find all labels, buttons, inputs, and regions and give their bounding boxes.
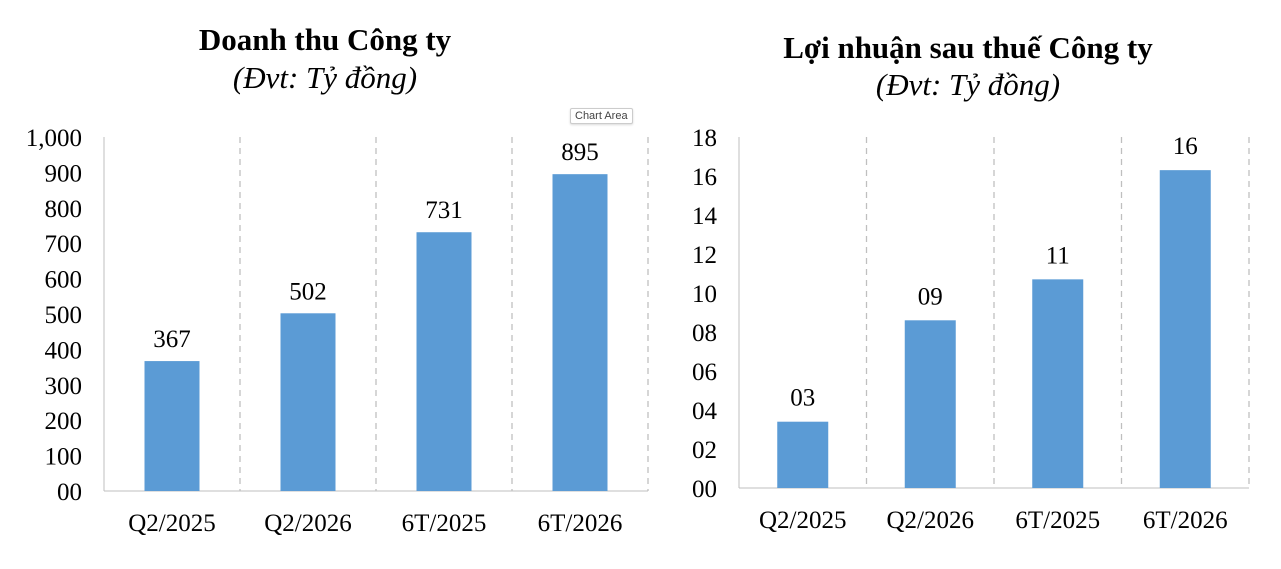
x-tick-label: 6T/2026 (1143, 507, 1228, 534)
y-tick-label: 10 (692, 281, 717, 308)
x-tick-label: 6T/2025 (402, 510, 487, 537)
chart-title: Lợi nhuận sau thuế Công ty (783, 30, 1153, 65)
bar (904, 320, 956, 488)
x-tick-label: Q2/2025 (759, 507, 847, 534)
x-tick-label: 6T/2026 (538, 510, 623, 537)
y-tick-label: 14 (692, 203, 718, 230)
y-tick-label: 06 (692, 359, 717, 386)
y-tick-label: 500 (45, 302, 83, 329)
y-tick-label: 200 (45, 408, 83, 435)
bar (1032, 279, 1084, 488)
x-tick-label: Q2/2026 (887, 507, 975, 534)
data-label: 11 (1046, 242, 1070, 269)
x-tick-label: 6T/2025 (1015, 507, 1100, 534)
chart-subtitle: (Đvt: Tỷ đồng) (232, 60, 418, 95)
y-tick-label: 900 (45, 160, 83, 187)
data-label: 367 (153, 326, 191, 353)
y-tick-label: 1,000 (26, 125, 82, 152)
chart-subtitle: (Đvt: Tỷ đồng) (875, 67, 1061, 102)
chart-area-tooltip: Chart Area (570, 108, 633, 124)
y-tick-label: 08 (692, 320, 717, 347)
y-tick-label: 04 (692, 398, 718, 425)
revenue-chart[interactable]: Doanh thu Công ty (Đvt: Tỷ đồng) 00 100 20… (0, 0, 650, 569)
y-tick-label: 300 (45, 373, 83, 400)
y-tick-label: 00 (57, 479, 82, 506)
profit-chart[interactable]: Lợi nhuận sau thuế Công ty (Đvt: Tỷ đồng… (655, 0, 1281, 569)
chart-title: Doanh thu Công ty (198, 22, 452, 57)
data-label: 731 (425, 197, 463, 224)
data-label: 03 (790, 385, 815, 412)
y-tick-label: 00 (692, 476, 717, 503)
data-label: 16 (1173, 133, 1198, 160)
y-tick-label: 400 (45, 337, 83, 364)
y-tick-label: 600 (45, 267, 83, 294)
bar (416, 232, 472, 491)
data-label: 895 (561, 139, 599, 166)
y-tick-label: 02 (692, 437, 717, 464)
x-tick-label: Q2/2026 (264, 510, 352, 537)
profit-plot-area: 00 02 04 06 08 10 12 14 16 18 03 Q2/2025 09 Q2/2026 11… (692, 125, 1250, 534)
revenue-plot-area: 00 100 200 300 400 500 600 700 800 900 1,000 367 Q2/… (26, 125, 649, 537)
y-tick-label: 700 (45, 231, 83, 258)
y-tick-label: 16 (692, 164, 717, 191)
data-label: 502 (289, 278, 327, 305)
y-tick-label: 800 (45, 196, 83, 223)
y-tick-label: 18 (692, 125, 717, 152)
y-tick-label: 12 (692, 242, 717, 269)
bar (1159, 170, 1211, 488)
y-tick-label: 100 (45, 444, 83, 471)
bar (144, 361, 200, 491)
bar (552, 174, 608, 492)
data-label: 09 (918, 283, 943, 310)
x-tick-label: Q2/2025 (128, 510, 216, 537)
bar (777, 421, 829, 488)
bar (280, 313, 336, 491)
